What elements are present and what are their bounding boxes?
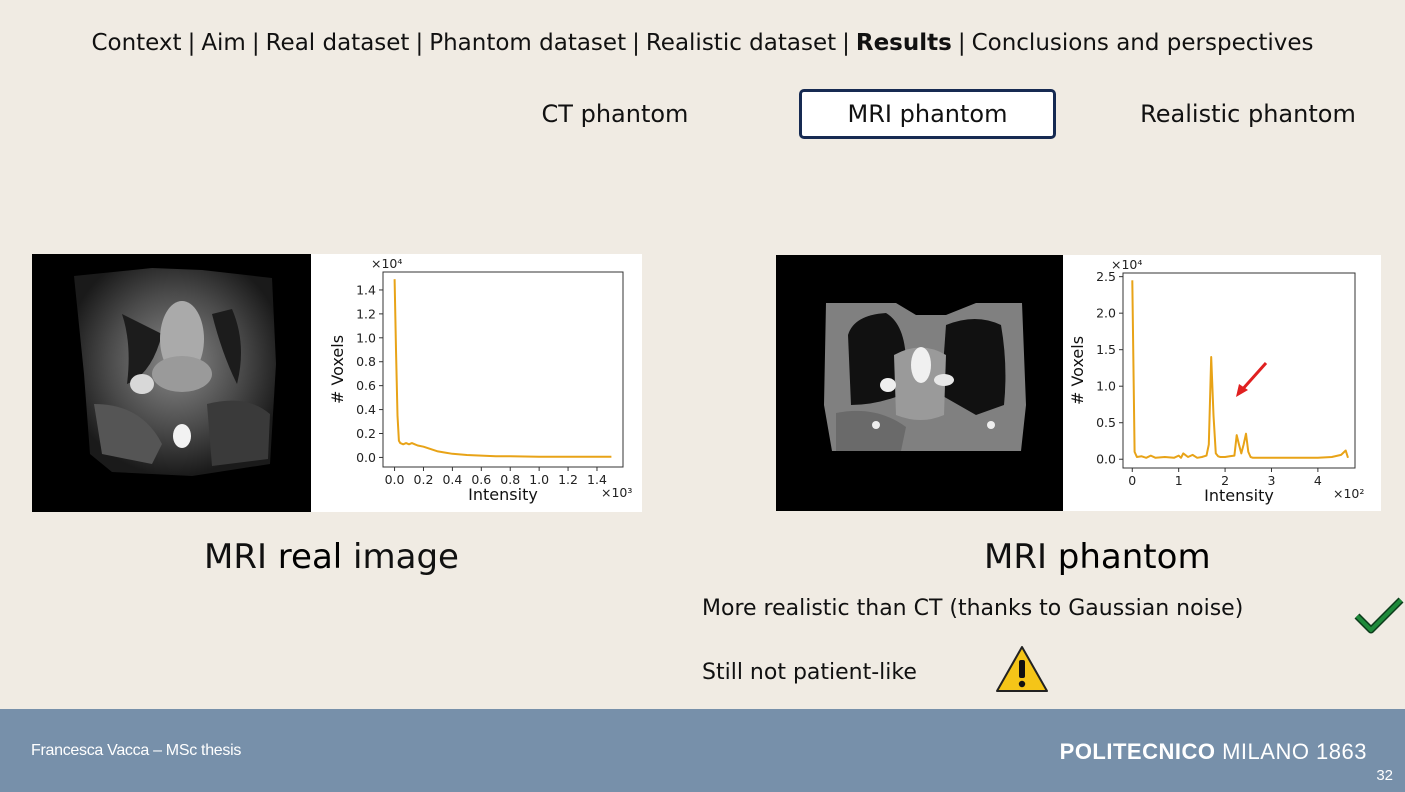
y-tick-label: 1.5 (1096, 342, 1116, 357)
y-multiplier-label: ×10⁴ (371, 256, 402, 271)
nav-phantom-dataset[interactable]: Phantom dataset (429, 30, 627, 56)
nav-realistic-dataset[interactable]: Realistic dataset (645, 30, 837, 56)
caption-phantom-pre: MRI (984, 537, 1058, 577)
x-tick-label: 0.6 (471, 472, 491, 487)
histogram-real-chart: 0.0 0.2 0.4 0.6 0.8 1.0 1.2 1.4 0.0 0.2 0.4 0.6 0.8 1… (328, 256, 632, 504)
y-tick-label: 2.5 (1096, 269, 1116, 284)
nav-separator: | (187, 30, 196, 56)
x-multiplier-label: ×10² (1333, 486, 1364, 501)
x-axis-label: Intensity (468, 485, 538, 504)
plot-frame (1122, 272, 1356, 469)
x-tick-label: 0 (1128, 473, 1136, 488)
red-arrow-icon (1236, 362, 1268, 397)
y-multiplier-label: ×10⁴ (1111, 257, 1142, 272)
check-icon (1354, 597, 1404, 634)
brand-rest: MILANO 1863 (1215, 739, 1367, 764)
university-logo-text: POLITECNICO MILANO 1863 (1060, 739, 1367, 765)
caption-real: MRI real image (204, 537, 459, 577)
nav-conclusions[interactable]: Conclusions and perspectives (971, 30, 1314, 56)
y-tick-label: 0.8 (356, 354, 376, 369)
y-tick-label: 0.5 (1096, 415, 1116, 430)
caption-real-bold: real (277, 537, 343, 577)
y-tick-label: 0.4 (356, 402, 376, 417)
note-more-realistic: More realistic than CT (thanks to Gaussi… (702, 596, 1244, 621)
y-axis-label: # Voxels (328, 335, 347, 404)
nav-separator: | (957, 30, 966, 56)
y-axis-label: # Voxels (1068, 336, 1087, 405)
y-tick-label: 0.0 (356, 450, 376, 465)
brand-bold: POLITECNICO (1059, 739, 1216, 764)
x-tick-label: 4 (1314, 473, 1322, 488)
mri-real-scan-image (32, 254, 311, 512)
x-tick-label: 3 (1268, 473, 1276, 488)
nav-separator: | (842, 30, 850, 56)
x-tick-label: 0.0 (385, 472, 405, 487)
y-tick-label: 0.6 (356, 378, 376, 393)
x-tick-label: 0.2 (414, 472, 434, 487)
note-not-patient-like: Still not patient-like (702, 660, 917, 685)
caption-phantom: MRI phantom (984, 537, 1211, 577)
y-tick-label: 1.0 (1096, 379, 1116, 394)
x-tick-label: 1.2 (558, 472, 578, 487)
warning-icon (996, 646, 1048, 692)
section-breadcrumb: Context | Aim | Real dataset | Phantom dataset… (0, 30, 1405, 56)
y-tick-label: 1.0 (356, 330, 376, 345)
tab-realistic-phantom[interactable]: Realistic phantom (1140, 100, 1356, 128)
caption-real-post: image (342, 537, 459, 577)
x-multiplier-label: ×10³ (601, 485, 632, 500)
histogram-phantom: 0 1 2 3 4 0.0 0.5 1.0 1.5 2.0 2.5 ×10⁴ ×10² Intensity… (1063, 255, 1381, 511)
footer-author: Francesca Vacca – MSc thesis (31, 742, 242, 759)
y-tick-label: 2.0 (1096, 306, 1116, 321)
x-tick-label: 1.0 (529, 472, 549, 487)
caption-real-pre: MRI (204, 537, 278, 577)
mri-phantom-scan-image (776, 255, 1063, 511)
x-tick-label: 1.4 (587, 472, 607, 487)
y-tick-label: 1.4 (356, 282, 376, 297)
histogram-real: 0.0 0.2 0.4 0.6 0.8 1.0 1.2 1.4 0.0 0.2 0.4 0.6 0.8 1… (311, 254, 642, 512)
x-tick-label: 0.8 (500, 472, 520, 487)
tab-mri-phantom[interactable]: MRI phantom (799, 89, 1056, 139)
histogram-series-line (1131, 280, 1349, 459)
nav-real-dataset[interactable]: Real dataset (265, 30, 410, 56)
x-tick-label: 1 (1175, 473, 1183, 488)
nav-aim[interactable]: Aim (201, 30, 246, 56)
nav-context[interactable]: Context (91, 30, 182, 56)
x-tick-label: 0.4 (442, 472, 462, 487)
y-tick-label: 1.2 (356, 306, 376, 321)
nav-results[interactable]: Results (855, 30, 952, 56)
tab-ct-phantom[interactable]: CT phantom (541, 100, 689, 128)
histogram-phantom-chart: 0 1 2 3 4 0.0 0.5 1.0 1.5 2.0 2.5×10⁴ ×10² Intensity… (1068, 257, 1364, 505)
x-axis-label: Intensity (1204, 486, 1274, 505)
nav-separator: | (415, 30, 424, 56)
nav-separator: | (251, 30, 260, 56)
histogram-series-line (393, 279, 612, 458)
x-tick-label: 2 (1221, 473, 1229, 488)
caption-phantom-bold: phantom (1057, 537, 1211, 577)
page-number: 32 (1376, 767, 1393, 784)
nav-separator: | (632, 30, 640, 56)
footer-bar: Francesca Vacca – MSc thesis POLITECNICO… (0, 709, 1405, 792)
y-tick-label: 0.0 (1096, 452, 1116, 467)
plot-frame (382, 271, 624, 468)
y-tick-label: 0.2 (356, 426, 376, 441)
